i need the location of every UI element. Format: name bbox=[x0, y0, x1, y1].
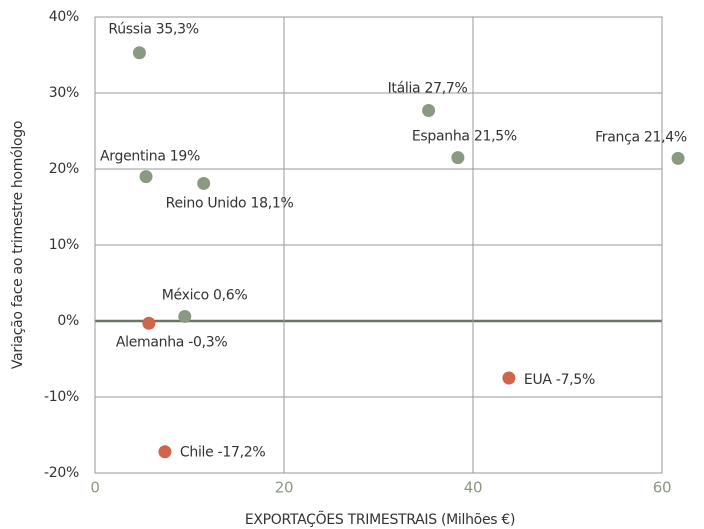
data-label: Itália 27,7% bbox=[388, 80, 468, 96]
x-tick-label: 60 bbox=[653, 479, 672, 497]
point bbox=[142, 316, 156, 330]
data-label: Alemanha -0,3% bbox=[116, 334, 227, 350]
data-label: França 21,4% bbox=[595, 129, 687, 145]
point bbox=[178, 309, 192, 323]
point bbox=[451, 151, 465, 165]
point bbox=[422, 103, 436, 117]
point bbox=[158, 445, 172, 459]
data-label: Espanha 21,5% bbox=[412, 129, 517, 145]
data-label: México 0,6% bbox=[162, 287, 248, 303]
point bbox=[502, 371, 516, 385]
y-tick-label: 40% bbox=[49, 9, 79, 25]
data-label: Reino Unido 18,1% bbox=[166, 195, 294, 211]
x-tick-label: 40 bbox=[464, 479, 483, 497]
x-axis-label: EXPORTAÇÕES TRIMESTRAIS (Milhões €) bbox=[245, 511, 515, 528]
data-label: Rússia 35,3% bbox=[108, 22, 198, 38]
data-label: Chile -17,2% bbox=[180, 445, 265, 461]
point bbox=[132, 46, 146, 60]
y-tick-label: -10% bbox=[44, 389, 79, 405]
y-tick-label: -20% bbox=[44, 465, 79, 481]
point bbox=[671, 151, 685, 165]
x-tick-label: 20 bbox=[275, 479, 294, 497]
data-label: Argentina 19% bbox=[100, 149, 200, 165]
y-tick-label: 20% bbox=[49, 161, 79, 177]
x-tick-label: 0 bbox=[90, 479, 99, 497]
y-axis-label: Variação face ao trimestre homólogo bbox=[10, 121, 26, 369]
y-tick-label: 10% bbox=[49, 237, 79, 253]
point bbox=[197, 176, 211, 190]
y-tick-label: 30% bbox=[49, 85, 79, 101]
data-label: EUA -7,5% bbox=[524, 372, 595, 388]
y-tick-label: 0% bbox=[57, 313, 79, 329]
point bbox=[139, 170, 153, 184]
